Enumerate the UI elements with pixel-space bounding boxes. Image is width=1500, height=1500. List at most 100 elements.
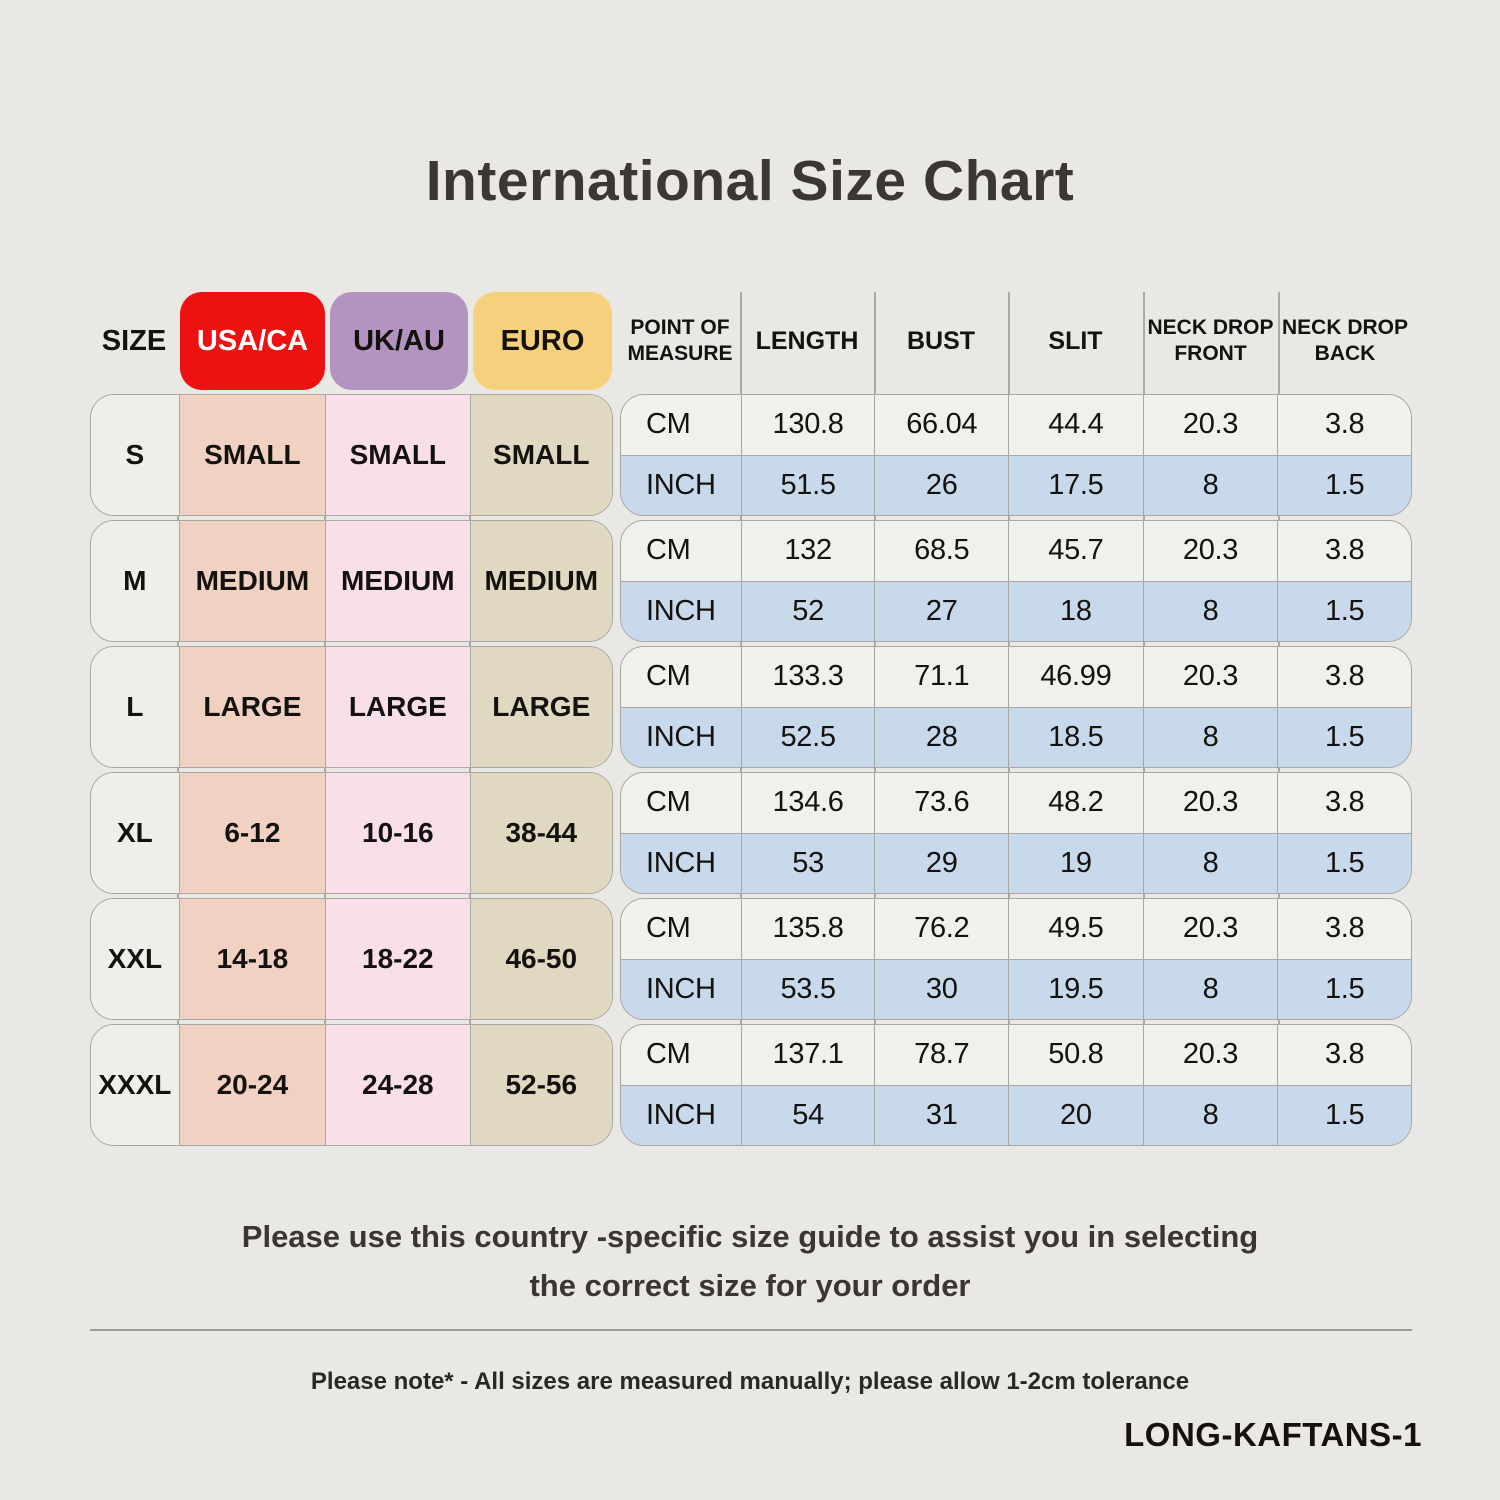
measure-value-cell: 44.4: [1008, 395, 1143, 455]
measure-row-group-s: CM 130.8 66.04 44.4 20.3 3.8 INCH 51.5 26 17.5 8 1.…: [620, 394, 1412, 516]
header-slit: SLIT: [1048, 327, 1103, 355]
measure-value-cell: 20.3: [1142, 773, 1278, 833]
size-code-cell: XL: [91, 773, 179, 893]
measure-value-cell: 1.5: [1277, 833, 1411, 893]
usa-ca-size-cell: 20-24: [178, 1025, 326, 1145]
euro-size-cell: 38-44: [469, 773, 612, 893]
size-row-s: S SMALL SMALL SMALL: [90, 394, 613, 516]
size-column-divider-line: [177, 394, 179, 1146]
usa-ca-size-cell: SMALL: [178, 395, 326, 515]
header-neck-drop-front: NECK DROP FRONT: [1147, 316, 1274, 365]
measure-row-group-xxl: CM 135.8 76.2 49.5 20.3 3.8 INCH 53.5 30 19.5 8 1.5: [620, 898, 1412, 1020]
measure-value-cell: 27: [874, 581, 1008, 641]
measure-value-cell: 17.5: [1008, 455, 1143, 515]
measure-value-cell: 8: [1142, 1085, 1278, 1145]
measure-value-cell: 19.5: [1008, 959, 1143, 1019]
inch-row: INCH 52.5 28 18.5 8 1.5: [621, 706, 1411, 767]
measure-value-cell: 8: [1142, 581, 1278, 641]
unit-label-cell: INCH: [646, 1098, 716, 1131]
size-code-cell: XXL: [91, 899, 179, 1019]
measure-value-cell: 1.5: [1277, 707, 1411, 767]
measure-value-cell: 54: [740, 1085, 875, 1145]
size-row-m: M MEDIUM MEDIUM MEDIUM: [90, 520, 613, 642]
uk-au-size-cell: LARGE: [325, 647, 470, 767]
euro-size-cell: MEDIUM: [469, 521, 612, 641]
inch-row: INCH 53.5 30 19.5 8 1.5: [621, 958, 1411, 1019]
usa-ca-size-cell: 14-18: [178, 899, 326, 1019]
euro-size-cell: 52-56: [469, 1025, 612, 1145]
unit-label-cell: INCH: [646, 846, 716, 879]
divider-line: [90, 1329, 1412, 1331]
usa-ca-size-cell: MEDIUM: [178, 521, 326, 641]
unit-label-cell: INCH: [646, 720, 716, 753]
unit-label-cell: INCH: [646, 972, 716, 1005]
measure-value-cell: 20.3: [1142, 395, 1278, 455]
unit-label-cell: INCH: [646, 468, 716, 501]
measure-value-cell: 135.8: [740, 899, 875, 959]
measure-value-cell: 8: [1142, 707, 1278, 767]
tolerance-note: Please note* - All sizes are measured ma…: [310, 1368, 1190, 1395]
measure-value-cell: 53.5: [740, 959, 875, 1019]
uk-au-size-cell: 24-28: [325, 1025, 470, 1145]
inch-row: INCH 54 31 20 8 1.5: [621, 1084, 1411, 1145]
unit-label-cell: CM: [646, 408, 691, 441]
page-title: International Size Chart: [425, 149, 1075, 213]
measure-value-cell: 68.5: [874, 521, 1008, 581]
measure-value-cell: 8: [1142, 455, 1278, 515]
measure-value-cell: 31: [874, 1085, 1008, 1145]
region-badge-usa-ca: USA/CA: [180, 292, 325, 390]
region-badge-euro: EURO: [473, 292, 612, 390]
size-code-cell: M: [91, 521, 179, 641]
size-row-xxxl: XXXL 20-24 24-28 52-56: [90, 1024, 613, 1146]
measure-row-group-xxxl: CM 137.1 78.7 50.8 20.3 3.8 INCH 54 31 20 8 1.5: [620, 1024, 1412, 1146]
cm-row: CM 133.3 71.1 46.99 20.3 3.8: [621, 647, 1411, 707]
euro-size-cell: 46-50: [469, 899, 612, 1019]
measure-value-cell: 46.99: [1008, 647, 1143, 707]
measure-value-cell: 1.5: [1277, 455, 1411, 515]
measure-value-cell: 48.2: [1008, 773, 1143, 833]
measure-value-cell: 132: [740, 521, 875, 581]
measure-value-cell: 19: [1008, 833, 1143, 893]
measure-value-cell: 53: [740, 833, 875, 893]
cm-row: CM 135.8 76.2 49.5 20.3 3.8: [621, 899, 1411, 959]
unit-label-cell: INCH: [646, 594, 716, 627]
measure-value-cell: 28: [874, 707, 1008, 767]
size-row-xxl: XXL 14-18 18-22 46-50: [90, 898, 613, 1020]
size-row-l: L LARGE LARGE LARGE: [90, 646, 613, 768]
measure-value-cell: 8: [1142, 833, 1278, 893]
usa-ca-size-cell: LARGE: [178, 647, 326, 767]
cm-row: CM 134.6 73.6 48.2 20.3 3.8: [621, 773, 1411, 833]
header-length: LENGTH: [755, 327, 859, 355]
measure-value-cell: 1.5: [1277, 1085, 1411, 1145]
euro-size-cell: SMALL: [469, 395, 612, 515]
uk-au-size-cell: SMALL: [325, 395, 470, 515]
header-point-of-measure: POINT OF MEASURE: [627, 316, 733, 365]
measure-value-cell: 50.8: [1008, 1025, 1143, 1085]
size-column-divider-line: [324, 394, 326, 1146]
inch-row: INCH 52 27 18 8 1.5: [621, 580, 1411, 641]
measure-value-cell: 29: [874, 833, 1008, 893]
header-neck-drop-back: NECK DROP BACK: [1281, 316, 1408, 365]
size-code-cell: L: [91, 647, 179, 767]
uk-au-size-cell: 10-16: [325, 773, 470, 893]
measure-value-cell: 78.7: [874, 1025, 1008, 1085]
measure-value-cell: 71.1: [874, 647, 1008, 707]
measure-value-cell: 137.1: [740, 1025, 875, 1085]
uk-au-size-cell: MEDIUM: [325, 521, 470, 641]
measure-value-cell: 73.6: [874, 773, 1008, 833]
region-badge-uk-au: UK/AU: [330, 292, 468, 390]
unit-label-cell: CM: [646, 660, 691, 693]
measure-value-cell: 20: [1008, 1085, 1143, 1145]
measure-value-cell: 76.2: [874, 899, 1008, 959]
unit-label-cell: CM: [646, 534, 691, 567]
product-code: LONG-KAFTANS-1: [1124, 1416, 1422, 1453]
inch-row: INCH 51.5 26 17.5 8 1.5: [621, 454, 1411, 515]
measure-value-cell: 30: [874, 959, 1008, 1019]
measure-value-cell: 20.3: [1142, 1025, 1278, 1085]
measure-value-cell: 26: [874, 455, 1008, 515]
measure-value-cell: 1.5: [1277, 959, 1411, 1019]
measure-value-cell: 134.6: [740, 773, 875, 833]
measure-value-cell: 20.3: [1142, 647, 1278, 707]
measure-value-cell: 66.04: [874, 395, 1008, 455]
